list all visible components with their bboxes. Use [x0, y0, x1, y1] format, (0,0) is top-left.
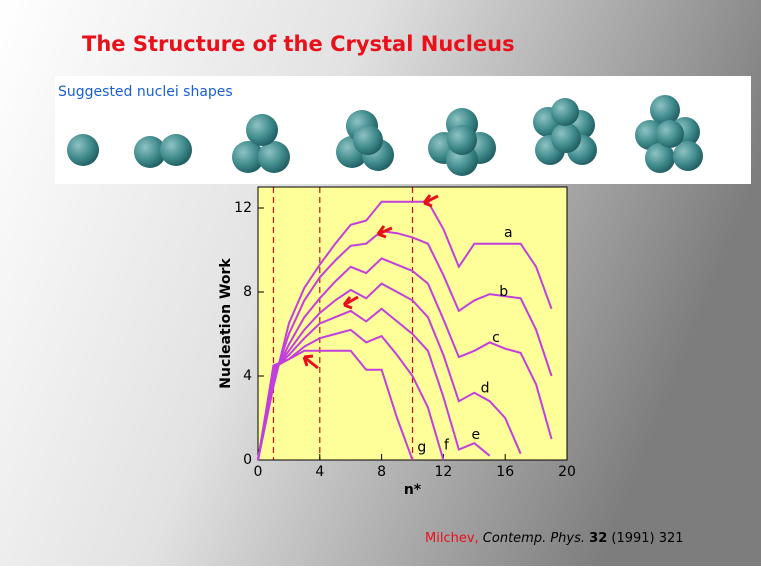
citation: Milchev, Contemp. Phys. 32 (1991) 321: [425, 531, 684, 546]
y-tick-label: 8: [243, 284, 252, 300]
citation-details: (1991) 321: [611, 531, 683, 546]
y-tick-label: 0: [243, 452, 252, 468]
x-tick-label: 20: [558, 464, 576, 480]
series-label: d: [481, 381, 490, 397]
x-axis-label: n*: [404, 482, 422, 498]
citation-author: Milchev,: [425, 531, 479, 546]
series-label: e: [472, 427, 481, 443]
citation-volume: 32: [589, 531, 607, 546]
y-axis-label: Nucleation Work: [218, 258, 234, 389]
x-tick-label: 16: [496, 464, 514, 480]
series-label: b: [499, 284, 508, 300]
citation-journal: Contemp. Phys.: [483, 531, 585, 546]
series-label: a: [504, 225, 513, 241]
x-tick-label: 0: [254, 464, 263, 480]
slide-title: The Structure of the Crystal Nucleus: [82, 32, 515, 56]
y-tick-label: 4: [243, 368, 252, 384]
series-label: g: [417, 439, 426, 455]
shapes-caption: Suggested nuclei shapes: [58, 84, 233, 100]
x-tick-label: 8: [377, 464, 386, 480]
x-tick-label: 12: [434, 464, 452, 480]
series-label: c: [492, 330, 500, 346]
page: {"title": "The Structure of the Crystal …: [0, 0, 761, 570]
y-tick-label: 12: [234, 200, 252, 216]
x-tick-label: 4: [315, 464, 324, 480]
slide: The Structure of the Crystal Nucleus Sug…: [0, 0, 761, 566]
